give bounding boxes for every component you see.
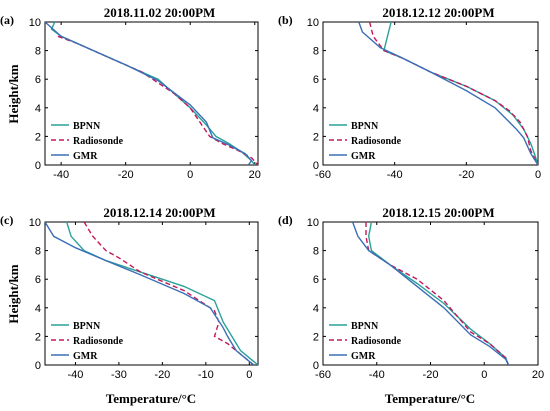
y-tick-label: 10: [307, 217, 319, 229]
y-tick-label: 2: [35, 331, 41, 343]
series-line-radiosonde: [368, 22, 538, 165]
y-tick-label: 2: [313, 131, 319, 143]
x-axis-label-right: Temperature/°C: [385, 391, 475, 406]
x-tick-label: 20: [249, 169, 261, 181]
x-tick-label: -60: [315, 369, 331, 381]
legend-label-bpnn: BPNN: [73, 321, 101, 332]
y-tick-label: 0: [35, 360, 41, 372]
panel-2: (b) 2018.12.12 20:00PM 0 2 4 6 8 10 -60 -40 -20 0 BP…: [278, 5, 541, 181]
series-line-gmr: [45, 222, 255, 365]
y-tick-label: 8: [35, 246, 41, 258]
y-tick-label: 2: [313, 331, 319, 343]
x-tick-label: -40: [369, 369, 385, 381]
y-tick-label: 6: [35, 274, 41, 286]
legend-label-gmr: GMR: [73, 151, 98, 162]
x-tick-label: 0: [481, 369, 487, 381]
y-tick-label: 0: [313, 160, 319, 172]
panel-label: (d): [278, 213, 293, 227]
panel-title: 2018.11.02 20:00PM: [104, 5, 216, 20]
legend-label-bpnn: BPNN: [73, 121, 101, 132]
panel-label: (b): [278, 13, 293, 27]
series-line-radiosonde: [365, 222, 510, 365]
y-tick-label: 0: [313, 360, 319, 372]
series-line-gmr: [358, 22, 538, 165]
panel-title: 2018.12.15 20:00PM: [382, 205, 494, 220]
panel-1: (a) 2018.11.02 20:00PM 0 2 4 6 8 10 -40 -20 0 20 BPN…: [0, 5, 261, 181]
panel-label: (c): [0, 213, 13, 227]
y-tick-label: 10: [29, 217, 41, 229]
panel-3: (c) 2018.12.14 20:00PM 0 2 4 6 8 10 -40 -30 -20 -10…: [0, 205, 259, 381]
panel-4: (d) 2018.12.15 20:00PM 0 2 4 6 8 10 -60 -40 -20 0 20…: [278, 205, 544, 381]
x-tick-label: -40: [387, 169, 403, 181]
series-line-radiosonde: [83, 222, 255, 365]
x-tick-label: 0: [535, 169, 541, 181]
series-line-gmr: [351, 222, 510, 365]
y-tick-label: 10: [29, 17, 41, 29]
legend-label-radiosonde: Radiosonde: [73, 336, 124, 347]
y-tick-label: 4: [35, 103, 41, 115]
x-tick-label: -20: [154, 369, 170, 381]
x-tick-label: -10: [198, 369, 214, 381]
x-tick-label: -20: [423, 369, 439, 381]
legend-label-gmr: GMR: [73, 351, 98, 362]
plot-frame: [322, 21, 539, 166]
series-line-bpnn: [66, 222, 258, 365]
x-tick-label: 20: [532, 369, 544, 381]
y-tick-label: 8: [35, 46, 41, 58]
y-tick-label: 4: [35, 303, 41, 315]
legend-label-bpnn: BPNN: [351, 321, 379, 332]
x-tick-label: -30: [111, 369, 127, 381]
y-axis-label-bottom: Height/km: [6, 264, 21, 323]
x-axis-label-left: Temperature/°C: [106, 391, 196, 406]
y-tick-label: 6: [313, 74, 319, 86]
y-tick-label: 2: [35, 131, 41, 143]
y-tick-label: 4: [313, 103, 319, 115]
legend-label-radiosonde: Radiosonde: [73, 136, 124, 147]
plot-frame: [44, 21, 259, 166]
x-tick-label: -20: [458, 169, 474, 181]
series-line-gmr: [45, 22, 253, 165]
legend-label-gmr: GMR: [351, 151, 376, 162]
y-axis-label-top: Height/km: [6, 64, 21, 123]
y-tick-label: 4: [313, 303, 319, 315]
panel-label: (a): [0, 13, 14, 27]
panel-title: 2018.12.14 20:00PM: [103, 205, 215, 220]
x-tick-label: 0: [246, 369, 252, 381]
legend-label-bpnn: BPNN: [351, 121, 379, 132]
y-tick-label: 6: [35, 74, 41, 86]
legend-label-radiosonde: Radiosonde: [351, 136, 402, 147]
legend-label-gmr: GMR: [351, 351, 376, 362]
x-tick-label: 0: [187, 169, 193, 181]
x-tick-label: -40: [67, 369, 83, 381]
y-tick-label: 6: [313, 274, 319, 286]
y-tick-label: 0: [35, 160, 41, 172]
legend-label-radiosonde: Radiosonde: [351, 336, 402, 347]
x-tick-label: -60: [315, 169, 331, 181]
panel-title: 2018.12.12 20:00PM: [382, 5, 494, 20]
x-tick-label: -20: [118, 169, 134, 181]
y-tick-label: 10: [307, 17, 319, 29]
y-tick-label: 8: [313, 46, 319, 58]
x-tick-label: -40: [53, 169, 69, 181]
y-tick-label: 8: [313, 246, 319, 258]
